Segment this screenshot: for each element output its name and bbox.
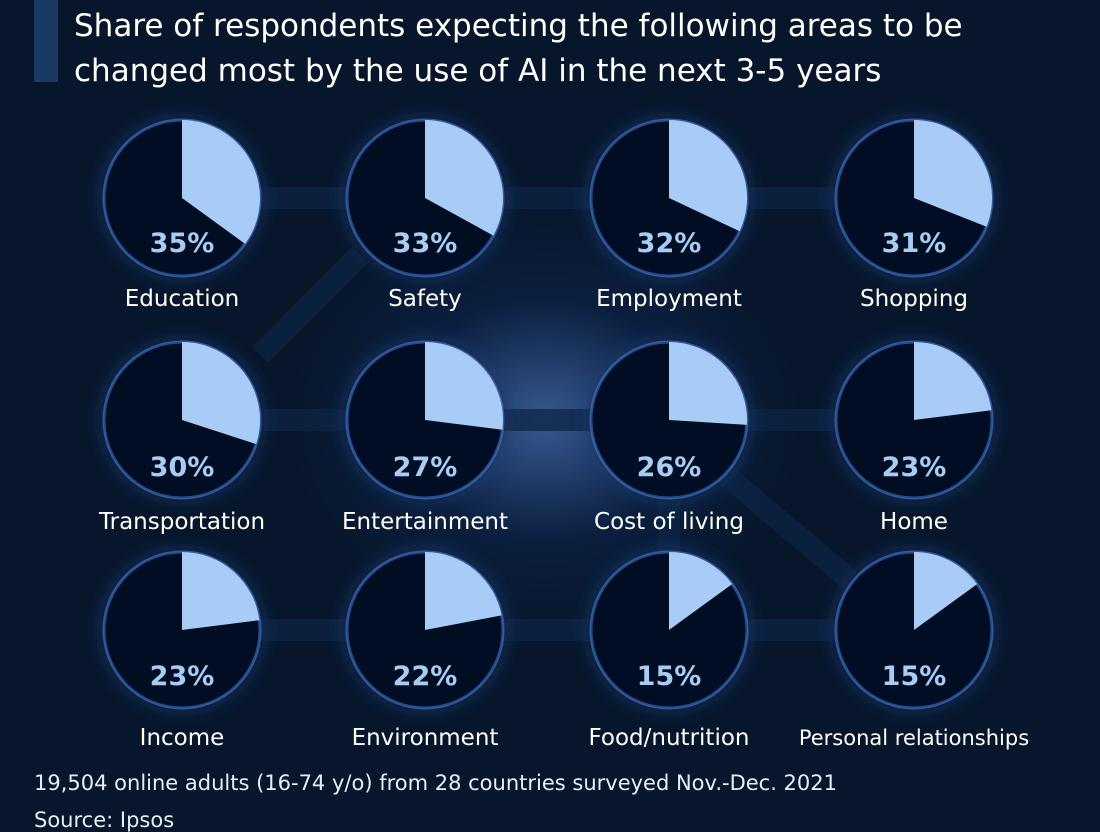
category-label: Cost of living	[594, 509, 744, 535]
value-label: 27%	[393, 452, 458, 483]
category-label: Entertainment	[342, 509, 508, 535]
pie-education: 35% Education	[102, 118, 262, 312]
value-label: 35%	[150, 228, 215, 259]
pie-slice	[425, 342, 503, 430]
pie-slice	[669, 342, 748, 425]
pie-safety: 33% Safety	[345, 118, 505, 312]
value-label: 31%	[882, 228, 947, 259]
pie-slice	[425, 552, 502, 630]
value-label: 30%	[150, 452, 215, 483]
decorative-connectors	[182, 187, 914, 641]
category-label: Safety	[388, 286, 462, 312]
value-label: 32%	[637, 228, 702, 259]
category-label: Education	[125, 286, 240, 312]
pie-employment: 32% Employment	[589, 118, 749, 312]
pie-transportation: 30% Transportation	[98, 340, 265, 535]
category-label: Home	[880, 509, 948, 535]
value-label: 15%	[637, 661, 702, 692]
pie-slice	[182, 120, 260, 244]
pie-cost-of-living: 26% Cost of living	[589, 340, 749, 535]
title-line-1: Share of respondents expecting the follo…	[74, 8, 963, 44]
category-label: Transportation	[98, 509, 265, 535]
pie-personal-relationships: 15% Personal relationships	[799, 550, 1029, 750]
pie-slice	[669, 552, 733, 630]
value-label: 26%	[637, 452, 702, 483]
chart-title: Share of respondents expecting the follo…	[74, 4, 1074, 94]
pie-entertainment: 27% Entertainment	[342, 340, 508, 535]
category-label: Food/nutrition	[589, 725, 750, 751]
category-label: Personal relationships	[799, 726, 1029, 750]
source-note: Source: Ipsos	[34, 808, 175, 832]
value-label: 15%	[882, 661, 947, 692]
connector-line	[712, 461, 858, 589]
value-label: 23%	[882, 452, 947, 483]
title-line-2: changed most by the use of AI in the nex…	[74, 53, 882, 89]
value-label: 23%	[150, 661, 215, 692]
pie-slice	[669, 119, 748, 232]
value-label: 22%	[393, 661, 458, 692]
pie-shopping: 31% Shopping	[834, 118, 994, 312]
pie-slice	[914, 552, 978, 630]
pie-grid: 35% Education 33% Safety 32% Employment 31% Sho…	[98, 118, 1029, 751]
title-accent-bar	[34, 0, 58, 82]
value-label: 33%	[393, 228, 458, 259]
pie-home: 23% Home	[834, 340, 994, 535]
category-label: Shopping	[860, 286, 968, 312]
pie-income: 23% Income	[102, 550, 262, 751]
category-label: Environment	[352, 725, 499, 751]
pie-food-nutrition: 15% Food/nutrition	[589, 550, 750, 751]
connector-line	[252, 247, 368, 363]
pie-slice	[182, 552, 260, 630]
category-label: Income	[140, 725, 225, 751]
pie-slice	[914, 120, 992, 227]
survey-footnote: 19,504 online adults (16-74 y/o) from 28…	[34, 771, 838, 795]
category-label: Employment	[596, 286, 742, 312]
pie-slice	[425, 120, 503, 236]
pie-slice	[182, 342, 260, 445]
pie-slice	[914, 342, 992, 420]
pie-environment: 22% Environment	[345, 550, 505, 751]
